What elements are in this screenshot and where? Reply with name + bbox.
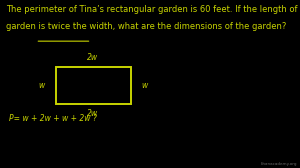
Text: w: w <box>39 81 45 90</box>
Text: P= w + 2w + w + 2w ?: P= w + 2w + w + 2w ? <box>9 114 97 123</box>
Text: 2w: 2w <box>87 53 99 62</box>
Text: 2w: 2w <box>87 109 99 118</box>
Text: garden is twice the width, what are the dimensions of the garden?: garden is twice the width, what are the … <box>6 22 286 31</box>
Text: w: w <box>141 81 147 90</box>
Text: The perimeter of Tina’s rectangular garden is 60 feet. If the length of the: The perimeter of Tina’s rectangular gard… <box>6 5 300 14</box>
Bar <box>56 67 130 104</box>
Text: khanacademy.org: khanacademy.org <box>260 162 297 166</box>
